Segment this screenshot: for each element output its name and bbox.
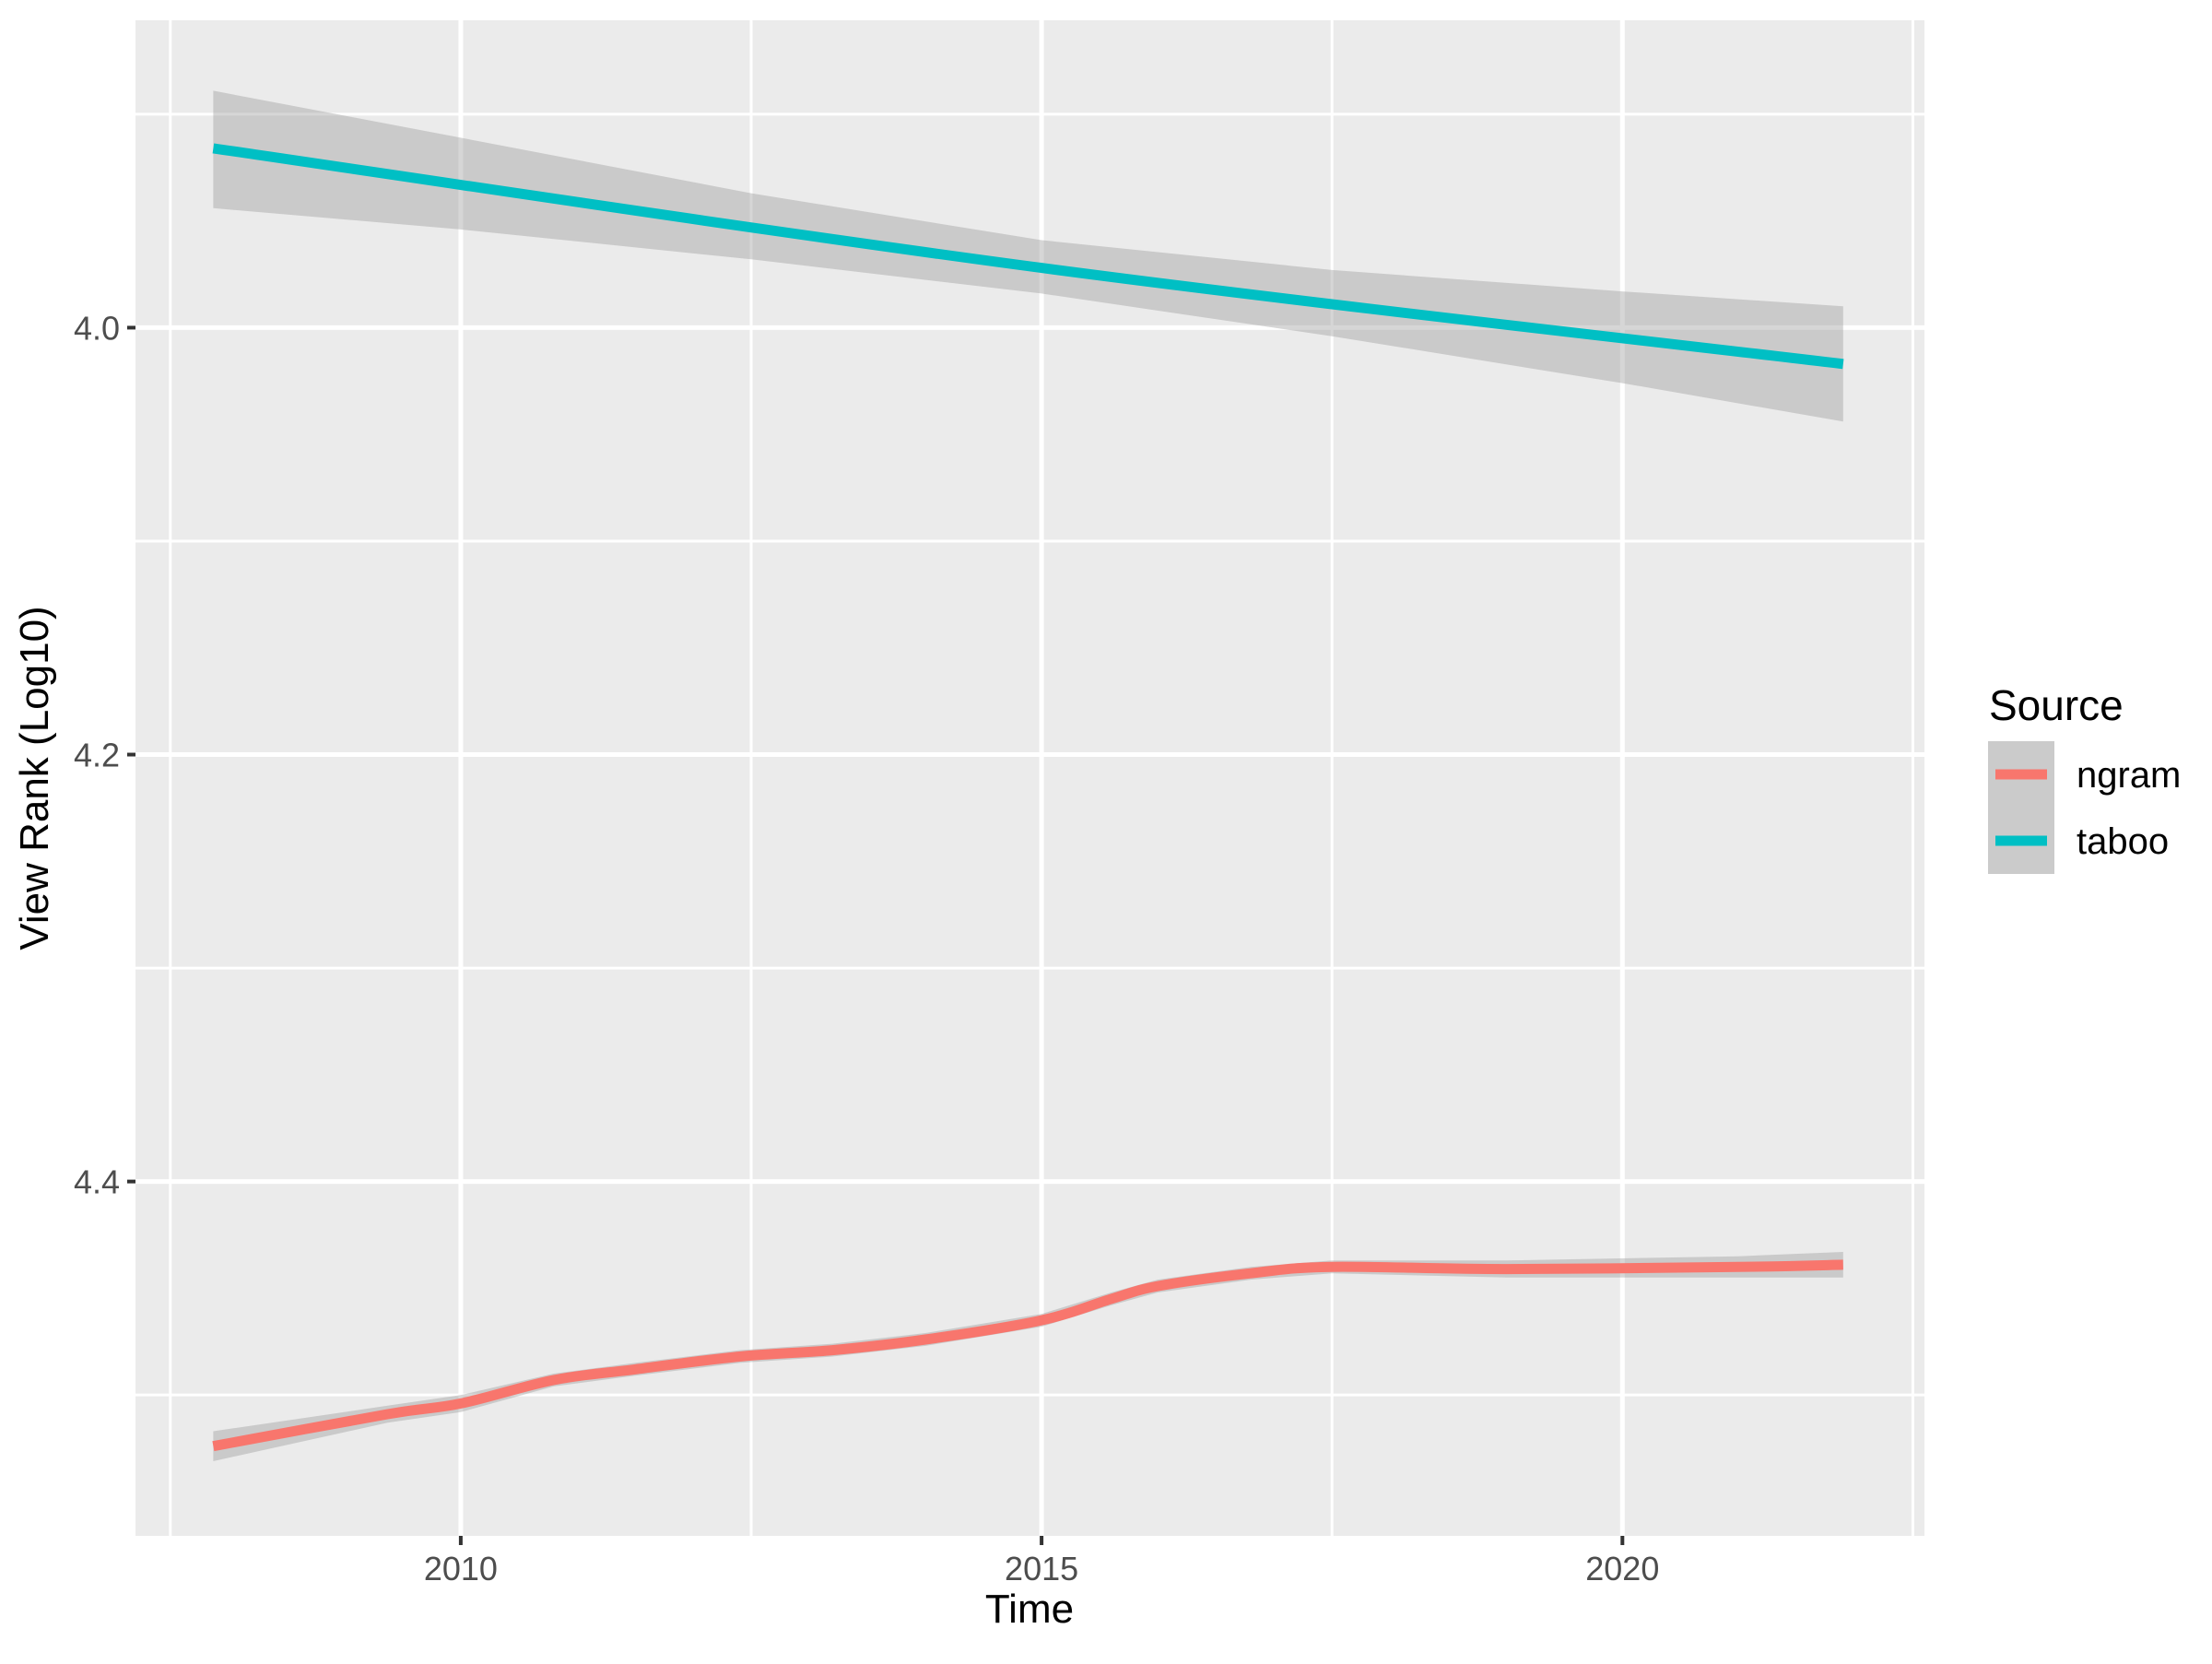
x-axis-title: Time <box>985 1587 1074 1632</box>
x-tick-label: 2015 <box>1005 1550 1078 1587</box>
major-gridlines <box>135 20 1924 1536</box>
trend-line-ngram <box>212 1259 1843 1452</box>
y-axis-title: View Rank (Log10) <box>12 606 57 950</box>
x-tick-label: 2020 <box>1585 1550 1659 1587</box>
x-axis-tick-labels: 2010 2015 2020 <box>424 1550 1659 1587</box>
y-tick-label: 4.4 <box>74 1163 120 1201</box>
ci-ribbon-taboo <box>213 90 1843 422</box>
x-tick-label: 2010 <box>424 1550 498 1587</box>
ci-ribbon-ngram <box>213 1252 1843 1461</box>
legend-label-ngram: ngram <box>2077 755 2181 796</box>
plot-panel <box>135 20 1924 1536</box>
legend: Source ngram taboo <box>1988 681 2181 874</box>
minor-gridlines <box>135 20 1924 1536</box>
confidence-ribbons <box>213 90 1843 1461</box>
y-tick-label: 4.0 <box>74 309 120 347</box>
legend-label-taboo: taboo <box>2077 821 2169 862</box>
trend-lines <box>212 143 1844 1452</box>
y-tick-label: 4.2 <box>74 737 120 774</box>
axis-tick-marks <box>127 325 1625 1545</box>
legend-title: Source <box>1989 681 2124 729</box>
y-axis-tick-labels: 4.0 4.2 4.4 <box>74 309 120 1200</box>
trend-line-taboo <box>212 143 1844 370</box>
